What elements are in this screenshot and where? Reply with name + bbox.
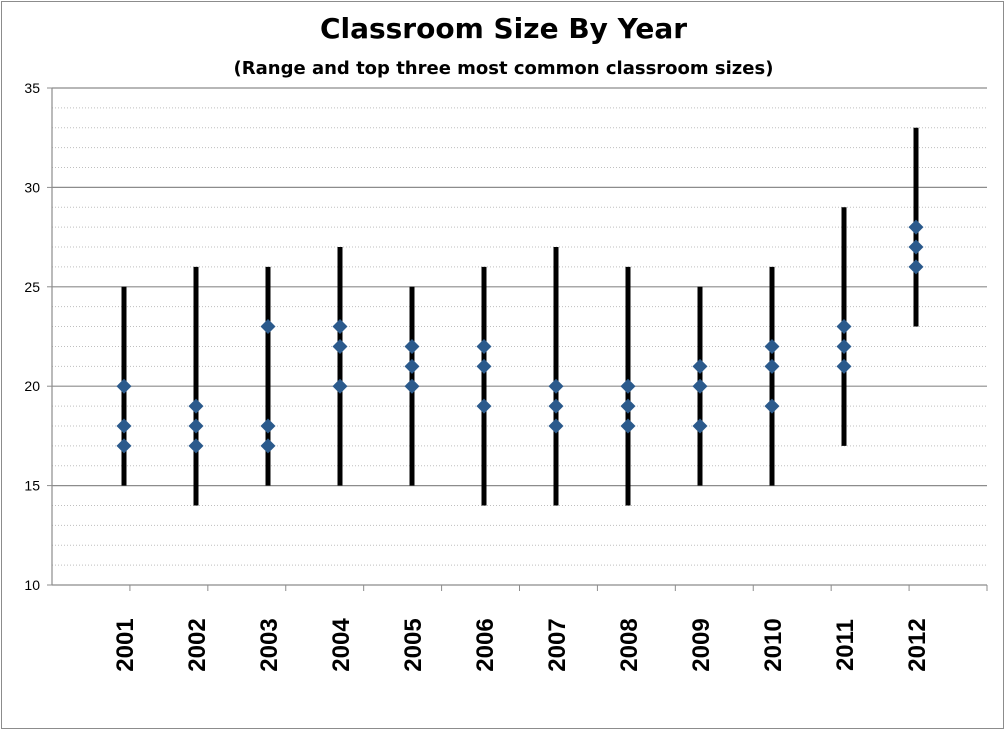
x-tick-label-2011: 2011 [832, 619, 859, 671]
marker-2009-2 [692, 378, 708, 394]
x-tick-label-2006: 2006 [472, 618, 499, 671]
marker-2001-2 [116, 418, 132, 434]
marker-2005-1 [404, 338, 420, 354]
marker-2003-1 [260, 319, 276, 335]
x-tick-label-2009: 2009 [688, 618, 715, 671]
marker-2011-3 [836, 358, 852, 374]
marker-2007-2 [548, 398, 564, 414]
marker-2010-1 [764, 338, 780, 354]
marker-2004-3 [332, 378, 348, 394]
marker-2002-3 [188, 438, 204, 454]
marker-2004-1 [332, 319, 348, 335]
x-tick-label-2008: 2008 [616, 618, 643, 671]
marker-2005-3 [404, 378, 420, 394]
marker-2006-1 [476, 338, 492, 354]
x-tick-label-2005: 2005 [400, 618, 427, 671]
marker-2012-3 [908, 259, 924, 275]
marker-2008-2 [620, 398, 636, 414]
y-tick-label: 35 [24, 80, 40, 96]
marker-2011-1 [836, 319, 852, 335]
marker-2006-2 [476, 358, 492, 374]
marker-2007-1 [548, 378, 564, 394]
marker-2005-2 [404, 358, 420, 374]
x-tick-label-2010: 2010 [760, 618, 787, 671]
marker-2004-2 [332, 338, 348, 354]
marker-2001-3 [116, 438, 132, 454]
marker-2012-1 [908, 219, 924, 235]
chart-title: Classroom Size By Year [319, 12, 688, 45]
x-tick-label-2012: 2012 [904, 618, 931, 671]
y-tick-label: 25 [24, 279, 40, 295]
marker-2010-2 [764, 358, 780, 374]
y-tick-label: 20 [24, 378, 40, 394]
marker-2010-3 [764, 398, 780, 414]
y-tick-label: 15 [24, 478, 40, 494]
marker-2009-1 [692, 358, 708, 374]
x-tick-label-2002: 2002 [184, 618, 211, 671]
x-tick-label-2001: 2001 [112, 618, 139, 671]
marker-2003-2 [260, 418, 276, 434]
marker-2002-2 [188, 418, 204, 434]
marker-2011-2 [836, 338, 852, 354]
marker-2008-1 [620, 378, 636, 394]
marker-2009-3 [692, 418, 708, 434]
x-tick-label-2007: 2007 [544, 618, 571, 671]
y-tick-label: 30 [24, 179, 40, 195]
y-tick-label: 10 [24, 577, 40, 593]
marker-2003-3 [260, 438, 276, 454]
marker-2002-1 [188, 398, 204, 414]
x-tick-label-2003: 2003 [256, 618, 283, 671]
marker-2006-3 [476, 398, 492, 414]
marker-2012-2 [908, 239, 924, 255]
x-tick-label-2004: 2004 [328, 618, 355, 672]
marker-2001-1 [116, 378, 132, 394]
chart-subtitle: (Range and top three most common classro… [233, 58, 774, 79]
marker-2008-3 [620, 418, 636, 434]
marker-2007-3 [548, 418, 564, 434]
